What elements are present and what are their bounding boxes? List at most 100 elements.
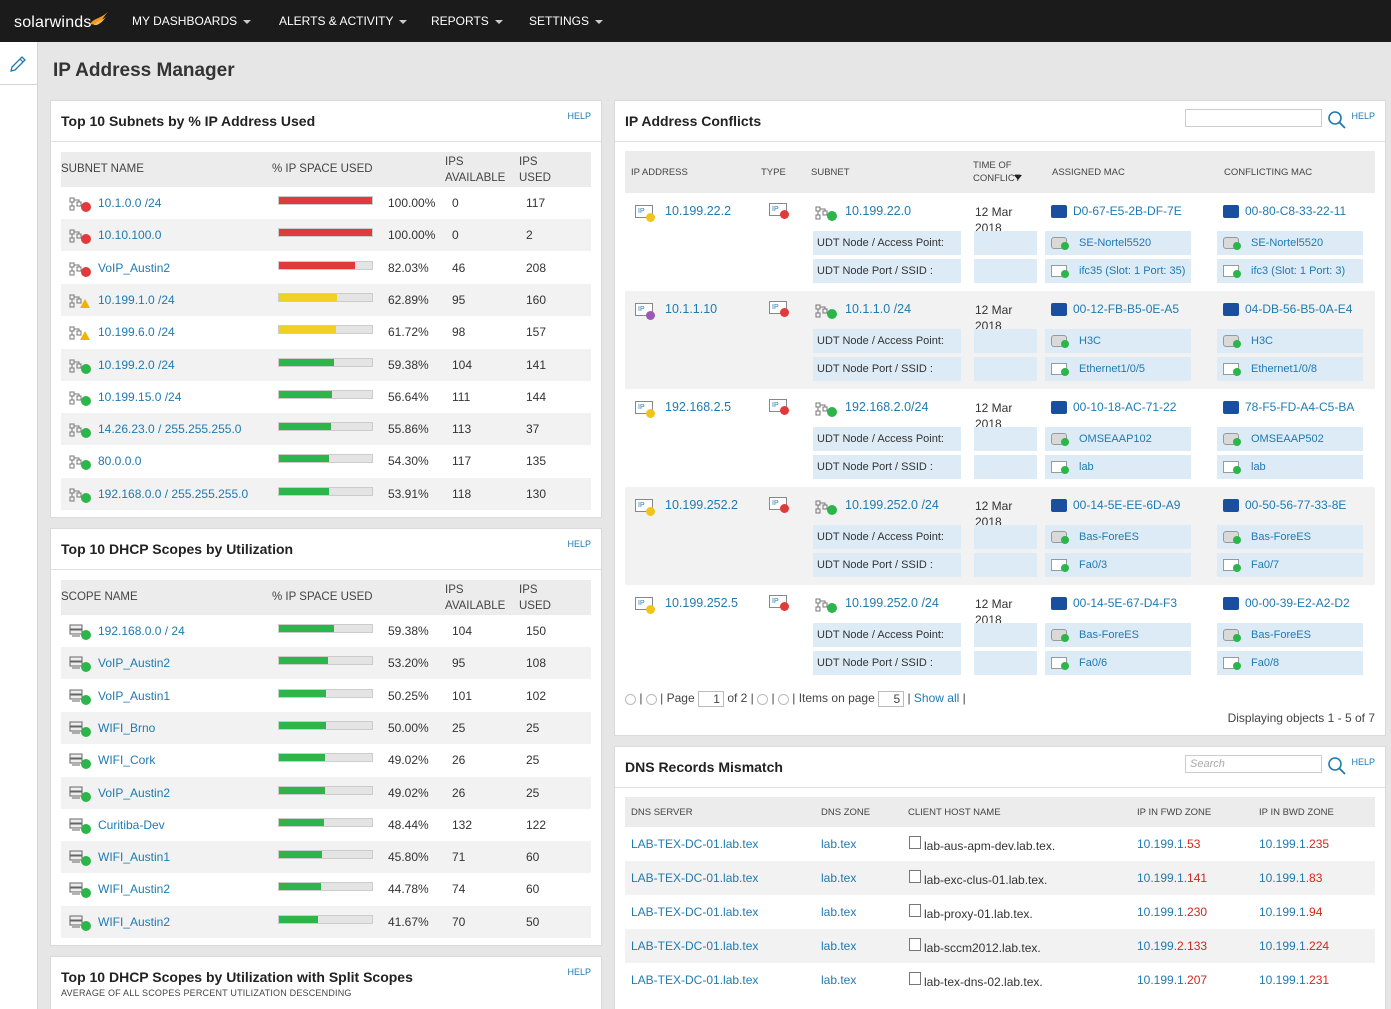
assigned-mac-link[interactable]: 00-14-5E-67-D4-F3 xyxy=(1073,596,1178,610)
dns-zone-link[interactable]: lab.tex xyxy=(821,871,857,885)
col-ips-available[interactable]: IPS AVAILABLE xyxy=(445,584,506,612)
port-link[interactable]: Ethernet1/0/5 xyxy=(1079,363,1146,375)
port-link[interactable]: lab xyxy=(1251,461,1266,473)
scope-name-link[interactable]: WIFI_Austin2 xyxy=(98,914,171,929)
dns-server-link[interactable]: LAB-TEX-DC-01.lab.tex xyxy=(631,905,759,919)
dns-zone-link[interactable]: lab.tex xyxy=(821,837,857,851)
col-subnet[interactable]: SUBNET xyxy=(811,167,850,178)
col-ip-fwd-zone[interactable]: IP IN FWD ZONE xyxy=(1137,807,1212,818)
node-link[interactable]: H3C xyxy=(1079,335,1102,347)
assigned-mac-link[interactable]: 00-14-5E-EE-6D-A9 xyxy=(1073,498,1181,512)
dns-server-link[interactable]: LAB-TEX-DC-01.lab.tex xyxy=(631,837,759,851)
ip-address-link[interactable]: 10.1.1.10 xyxy=(665,302,718,316)
subnet-name-link[interactable]: 10.10.100.0 xyxy=(98,228,162,243)
help-link[interactable]: HELP xyxy=(567,967,591,977)
solarwinds-logo[interactable]: solarwinds xyxy=(14,14,92,31)
col-time-of-conflict[interactable]: TIME OF CONFLICT xyxy=(973,160,1021,184)
col-scope-name[interactable]: SCOPE NAME xyxy=(61,591,138,603)
col-ip-address[interactable]: IP ADDRESS xyxy=(631,167,688,178)
dns-server-link[interactable]: LAB-TEX-DC-01.lab.tex xyxy=(631,973,759,987)
nav-alerts-activity[interactable]: ALERTS & ACTIVITY xyxy=(279,14,408,28)
dns-zone-link[interactable]: lab.tex xyxy=(821,905,857,919)
search-icon[interactable] xyxy=(1327,110,1347,130)
col-subnet-name[interactable]: SUBNET NAME xyxy=(61,163,144,175)
col-ip-space-used[interactable]: % IP SPACE USED xyxy=(272,591,373,603)
help-link[interactable]: HELP xyxy=(1351,757,1375,767)
node-link[interactable]: SE-Nortel5520 xyxy=(1251,237,1324,249)
scope-name-link[interactable]: WIFI_Austin2 xyxy=(98,882,171,897)
scope-name-link[interactable]: VoIP_Austin1 xyxy=(98,688,171,703)
last-page-icon[interactable] xyxy=(777,693,789,705)
dns-zone-link[interactable]: lab.tex xyxy=(821,939,857,953)
edit-pencil-icon[interactable] xyxy=(8,54,28,74)
help-link[interactable]: HELP xyxy=(567,111,591,121)
subnet-name-link[interactable]: 10.199.2.0 /24 xyxy=(98,357,175,372)
subnet-link[interactable]: 10.199.22.0 xyxy=(845,204,912,218)
scope-name-link[interactable]: WIFI_Cork xyxy=(98,753,156,768)
node-link[interactable]: Bas-ForeES xyxy=(1079,629,1139,641)
subnet-link[interactable]: 10.1.1.0 /24 xyxy=(845,302,912,316)
scope-name-link[interactable]: VoIP_Austin2 xyxy=(98,785,171,800)
next-page-icon[interactable] xyxy=(757,693,769,705)
subnet-name-link[interactable]: 80.0.0.0 xyxy=(98,454,142,469)
node-link[interactable]: Bas-ForeES xyxy=(1251,629,1311,641)
ip-address-link[interactable]: 10.199.252.2 xyxy=(665,498,738,512)
col-ips-used[interactable]: IPS USED xyxy=(519,156,551,184)
conflicting-mac-link[interactable]: 04-DB-56-B5-0A-E4 xyxy=(1245,302,1353,316)
subnet-link[interactable]: 10.199.252.0 /24 xyxy=(845,596,939,610)
node-link[interactable]: Bas-ForeES xyxy=(1251,531,1311,543)
search-input[interactable] xyxy=(1185,109,1322,127)
subnet-name-link[interactable]: 10.1.0.0 /24 xyxy=(98,196,162,210)
col-dns-zone[interactable]: DNS ZONE xyxy=(821,807,871,818)
node-link[interactable]: OMSEAAP502 xyxy=(1251,433,1324,445)
scope-name-link[interactable]: 192.168.0.0 / 24 xyxy=(98,624,185,638)
scope-name-link[interactable]: WIFI_Brno xyxy=(98,720,156,735)
assigned-mac-link[interactable]: 00-12-FB-B5-0E-A5 xyxy=(1073,302,1180,316)
col-ip-bwd-zone[interactable]: IP IN BWD ZONE xyxy=(1259,807,1334,818)
port-link[interactable]: Fa0/6 xyxy=(1079,657,1108,669)
dns-server-link[interactable]: LAB-TEX-DC-01.lab.tex xyxy=(631,939,759,953)
subnet-name-link[interactable]: 10.199.1.0 /24 xyxy=(98,292,175,307)
help-link[interactable]: HELP xyxy=(1351,111,1375,121)
node-link[interactable]: SE-Nortel5520 xyxy=(1079,237,1152,249)
col-ips-used[interactable]: IPS USED xyxy=(519,584,551,612)
port-link[interactable]: ifc35 (Slot: 1 Port: 35) xyxy=(1079,265,1186,277)
node-link[interactable]: Bas-ForeES xyxy=(1079,531,1139,543)
help-link[interactable]: HELP xyxy=(567,539,591,549)
col-ips-available[interactable]: IPS AVAILABLE xyxy=(445,156,506,184)
conflicting-mac-link[interactable]: 00-00-39-E2-A2-D2 xyxy=(1245,596,1350,610)
col-dns-server[interactable]: DNS SERVER xyxy=(631,807,693,818)
ip-address-link[interactable]: 10.199.22.2 xyxy=(665,204,732,218)
items-per-page-input[interactable]: 5 xyxy=(878,691,905,707)
scope-name-link[interactable]: WIFI_Austin1 xyxy=(98,850,171,865)
subnet-name-link[interactable]: 10.199.6.0 /24 xyxy=(98,325,175,340)
page-input[interactable]: 1 xyxy=(697,691,724,707)
port-link[interactable]: Fa0/7 xyxy=(1251,559,1280,571)
col-assigned-mac[interactable]: ASSIGNED MAC xyxy=(1052,167,1125,178)
scope-name-link[interactable]: VoIP_Austin2 xyxy=(98,656,171,671)
nav-my-dashboards[interactable]: MY DASHBOARDS xyxy=(132,14,252,28)
dns-zone-link[interactable]: lab.tex xyxy=(821,973,857,987)
col-type[interactable]: TYPE xyxy=(761,167,786,178)
assigned-mac-link[interactable]: D0-67-E5-2B-DF-7E xyxy=(1073,204,1182,218)
show-all-link[interactable]: Show all xyxy=(913,691,960,706)
subnet-name-link[interactable]: 192.168.0.0 / 255.255.255.0 xyxy=(98,486,249,501)
subnet-link[interactable]: 192.168.2.0/24 xyxy=(845,400,929,414)
ip-address-link[interactable]: 10.199.252.5 xyxy=(665,596,738,610)
col-conflicting-mac[interactable]: CONFLICTING MAC xyxy=(1224,167,1313,178)
assigned-mac-link[interactable]: 00-10-18-AC-71-22 xyxy=(1073,400,1177,414)
search-input[interactable]: Search xyxy=(1185,755,1322,773)
first-page-icon[interactable] xyxy=(625,693,636,705)
nav-reports[interactable]: REPORTS xyxy=(431,14,503,28)
conflicting-mac-link[interactable]: 00-50-56-77-33-8E xyxy=(1245,498,1347,512)
ip-address-link[interactable]: 192.168.2.5 xyxy=(665,400,732,414)
search-icon[interactable] xyxy=(1327,756,1347,776)
conflicting-mac-link[interactable]: 78-F5-FD-A4-C5-BA xyxy=(1245,400,1355,414)
node-link[interactable]: OMSEAAP102 xyxy=(1079,433,1152,445)
subnet-name-link[interactable]: 10.199.15.0 /24 xyxy=(98,389,182,404)
dns-server-link[interactable]: LAB-TEX-DC-01.lab.tex xyxy=(631,871,759,885)
port-link[interactable]: Fa0/3 xyxy=(1079,559,1108,571)
col-ip-space-used[interactable]: % IP SPACE USED xyxy=(272,163,373,175)
port-link[interactable]: Ethernet1/0/8 xyxy=(1251,363,1318,375)
col-client-host-name[interactable]: CLIENT HOST NAME xyxy=(908,807,1001,818)
